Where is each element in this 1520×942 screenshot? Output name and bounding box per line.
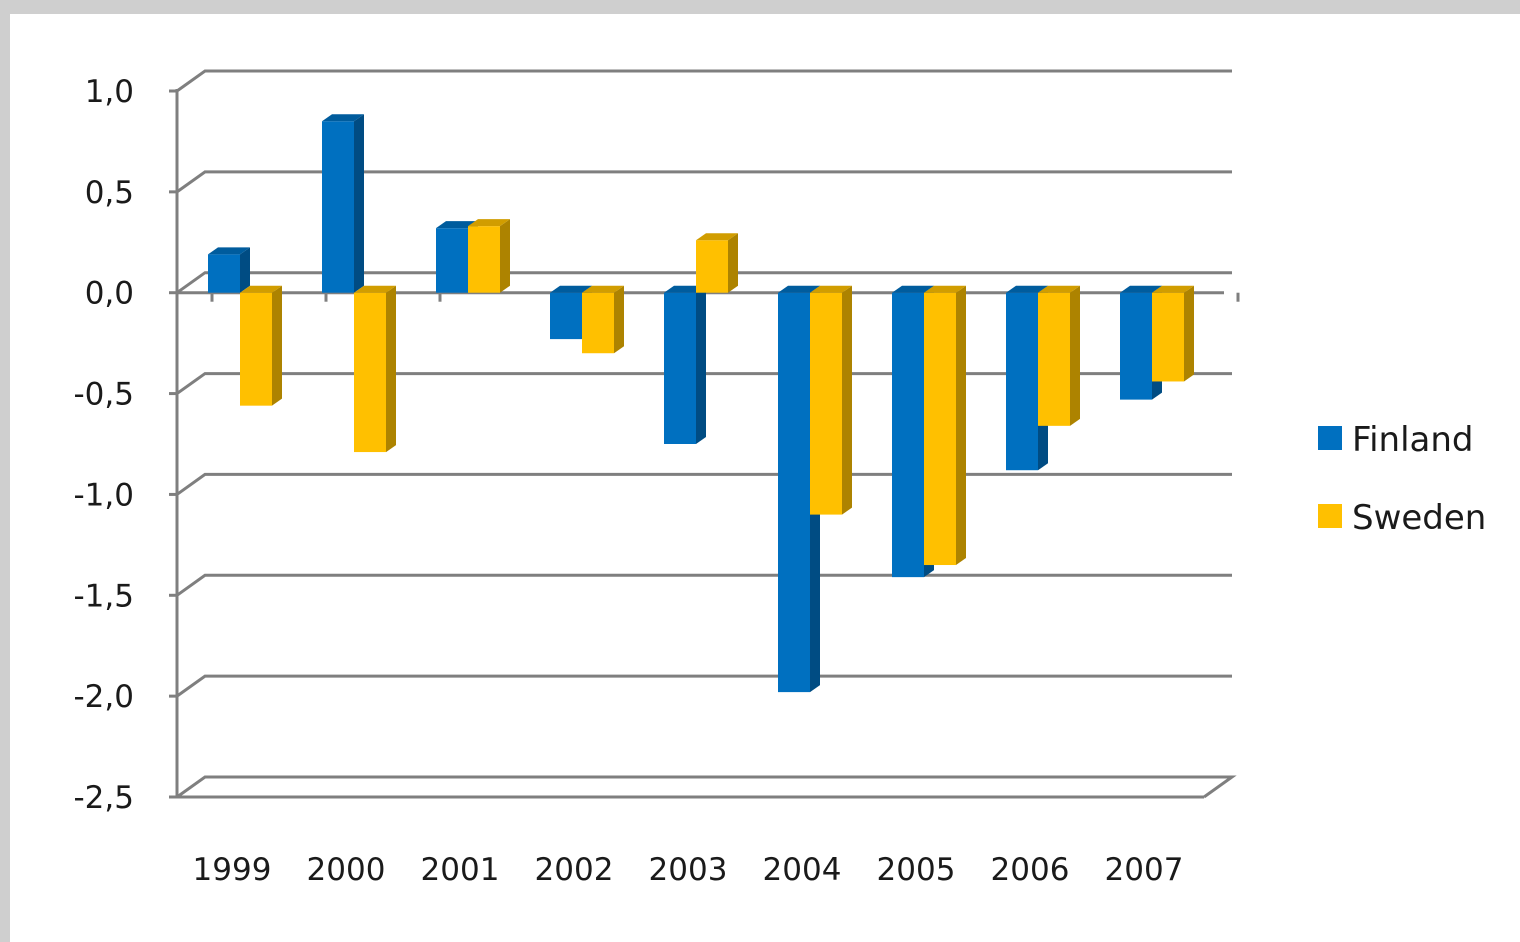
x-tick-label: 2001 [421, 852, 500, 888]
x-tick-label: 2003 [649, 852, 728, 888]
bar-top [550, 285, 592, 293]
bar-front [582, 292, 614, 354]
legend-label-finland: Finland [1352, 420, 1474, 460]
legend-swatch-finland [1318, 426, 1342, 450]
bar-top [1152, 285, 1194, 293]
bar-top [208, 247, 250, 255]
bar-sweden-2001 [468, 219, 510, 293]
bar-front [240, 292, 272, 406]
bar-sweden-2007 [1152, 285, 1194, 382]
bar-front [1120, 292, 1152, 400]
x-axis-ticks: 1999 2000 2001 2002 2003 2004 2005 2006 2007 [193, 852, 1184, 888]
bar-finland-2003 [664, 285, 706, 444]
x-tick-label: 1999 [193, 852, 272, 888]
bar-side [240, 247, 250, 293]
bar-finland-2000 [322, 114, 364, 293]
bar-front [696, 240, 728, 293]
y-axis-ticks: 1,0 0,5 0,0 -0,5 -1,0 -1,5 -2,0 -2,5 [74, 74, 135, 816]
bar-front [208, 254, 240, 293]
gridline [176, 674, 1232, 698]
x-tick-label: 2007 [1105, 852, 1184, 888]
x-tick-label: 2005 [877, 852, 956, 888]
bar-top [1006, 285, 1048, 293]
bar-front [924, 292, 956, 566]
bar-sweden-2006 [1038, 285, 1080, 426]
bar-sweden-2000 [354, 285, 396, 453]
legend-label-sweden: Sweden [1352, 498, 1486, 538]
bar-top [468, 219, 510, 227]
bar-top [1120, 285, 1162, 293]
y-tick-label: -2,5 [74, 780, 135, 816]
bar-top [664, 285, 706, 293]
gridline [176, 271, 1232, 294]
x-tick-label: 2004 [763, 852, 842, 888]
bar-side [1070, 285, 1080, 426]
y-tick-label: -0,5 [74, 377, 135, 413]
gridline [176, 69, 1232, 93]
bar-front [778, 292, 810, 693]
bar-side [272, 285, 282, 406]
bar-front [354, 292, 386, 453]
bar-sweden-2003 [696, 233, 738, 293]
bar-top [354, 285, 396, 293]
gridline [176, 372, 1232, 395]
legend: Finland Sweden [1318, 420, 1486, 538]
bar-top [436, 221, 478, 229]
floor-outline [176, 775, 1237, 799]
x-tick-label: 2002 [535, 852, 614, 888]
y-tick-label: -2,0 [74, 679, 135, 715]
bar-side [386, 285, 396, 453]
chart-bars [208, 114, 1194, 693]
bar-front [436, 228, 468, 293]
bar-top [778, 285, 820, 293]
y-tick-label: -1,5 [74, 578, 135, 614]
bar-finland-1999 [208, 247, 250, 293]
bar-top [322, 114, 364, 122]
bar-front [550, 292, 582, 340]
bar-front [892, 292, 924, 578]
bar-front [1152, 292, 1184, 382]
y-tick-label: 1,0 [85, 74, 134, 110]
y-tick-label: -1,0 [74, 477, 135, 513]
bar-front [322, 121, 354, 293]
bar-sweden-2004 [810, 285, 852, 515]
bar-side [500, 219, 510, 293]
bar-front [1006, 292, 1038, 471]
bar-front [810, 292, 842, 515]
x-tick-label: 2000 [307, 852, 386, 888]
gridline [176, 573, 1232, 597]
bar-side [696, 285, 706, 444]
bar-top [1038, 285, 1080, 293]
bar-front [664, 292, 696, 444]
bar-front [468, 226, 500, 293]
bar-top [924, 285, 966, 293]
bar-sweden-1999 [240, 285, 282, 406]
bar-top [810, 285, 852, 293]
bar-side [842, 285, 852, 515]
bar-sweden-2005 [924, 285, 966, 566]
bar-top [582, 285, 624, 293]
bar-front [1038, 292, 1070, 426]
y-tick-label: 0,5 [85, 175, 134, 211]
bar-top [240, 285, 282, 293]
gridline [176, 472, 1232, 496]
bar-sweden-2002 [582, 285, 624, 354]
bar-side [1184, 285, 1194, 382]
bar-side [728, 233, 738, 293]
legend-swatch-sweden [1318, 504, 1342, 528]
bar-side [354, 114, 364, 293]
x-tick-label: 2006 [991, 852, 1070, 888]
gridline [176, 170, 1232, 194]
bar-side [956, 285, 966, 566]
bar-top [696, 233, 738, 241]
bar-top [892, 285, 934, 293]
bar-side [614, 285, 624, 354]
y-tick-label: 0,0 [85, 276, 134, 312]
